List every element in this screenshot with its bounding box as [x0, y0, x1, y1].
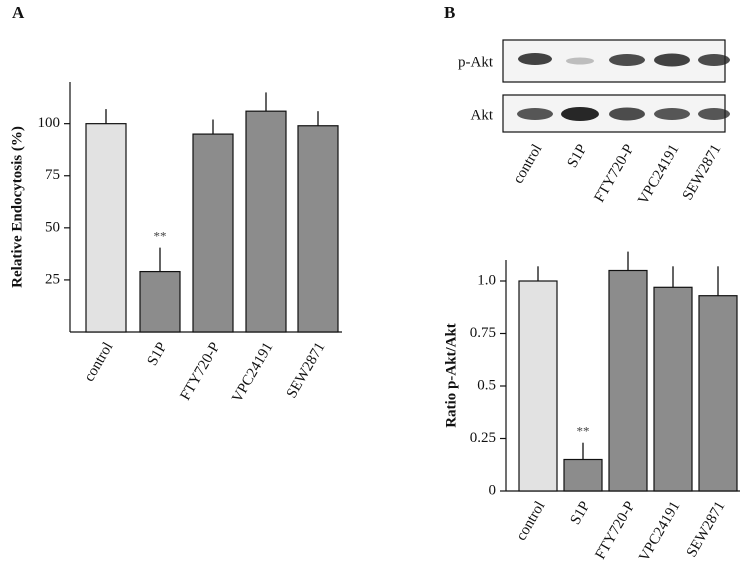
band: [517, 108, 553, 120]
y-tick-label: 75: [45, 167, 60, 183]
band: [698, 54, 730, 66]
bar: [698, 295, 738, 492]
bar: [608, 269, 648, 492]
x-tick-label: FTY720-P: [592, 499, 638, 563]
significance-marker: **: [154, 229, 167, 244]
lane-label: S1P: [564, 142, 590, 171]
panel-label: B: [444, 3, 455, 22]
y-tick-label: 0.75: [470, 325, 496, 341]
bar: [518, 280, 558, 492]
bar: [85, 123, 127, 333]
bar: [139, 270, 181, 333]
x-tick-label: FTY720-P: [177, 340, 223, 404]
bar: [653, 286, 693, 492]
lane-label: control: [510, 142, 545, 187]
significance-marker: **: [577, 424, 590, 439]
x-tick-label: control: [513, 499, 548, 544]
band: [566, 57, 594, 65]
lane-label: SEW2871: [680, 142, 725, 203]
bar: [563, 458, 603, 492]
blot-row-label: Akt: [471, 107, 494, 123]
western-blot: p-Akt Akt: [458, 39, 730, 133]
lane-label: VPC24191: [635, 142, 682, 208]
band: [654, 53, 690, 67]
x-tick-label: SEW2871: [284, 340, 329, 401]
y-tick-label: 1.0: [477, 272, 496, 288]
y-tick-label: 0.25: [470, 430, 496, 446]
y-tick-label: 0.5: [477, 377, 496, 393]
x-tick-label: S1P: [567, 499, 593, 528]
band: [609, 107, 645, 121]
y-axis-label: Ratio p-Akt/Akt: [443, 323, 459, 428]
x-tick-label: S1P: [144, 340, 170, 369]
band: [561, 107, 599, 121]
y-tick-label: 100: [38, 115, 61, 131]
bar: [192, 133, 234, 333]
x-tick-label: VPC24191: [229, 340, 276, 406]
band: [518, 53, 552, 65]
y-tick-label: 50: [45, 219, 60, 235]
y-tick-label: 25: [45, 271, 60, 287]
bar: [245, 110, 287, 333]
y-tick-label: 0: [489, 482, 497, 498]
x-tick-label: VPC24191: [636, 499, 683, 565]
x-tick-label: control: [81, 340, 116, 385]
x-tick-label: SEW2871: [684, 499, 729, 560]
blot-row-label: p-Akt: [458, 54, 494, 70]
bar: [297, 125, 339, 333]
band: [609, 54, 645, 66]
band: [654, 108, 690, 120]
y-axis-label: Relative Endocytosis (%): [9, 126, 25, 288]
panel-label: A: [12, 3, 25, 22]
band: [698, 108, 730, 120]
lane-label: FTY720-P: [591, 142, 637, 206]
